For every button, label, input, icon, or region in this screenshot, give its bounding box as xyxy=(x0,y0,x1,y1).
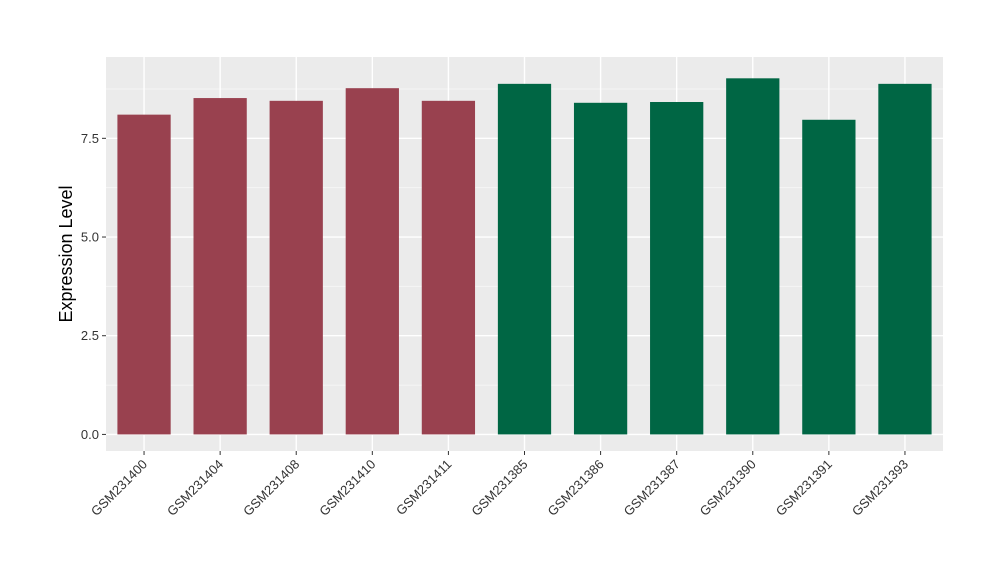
y-axis: 0.0 2.5 5.0 7.5 xyxy=(81,131,106,442)
y-axis-title: Expression Level xyxy=(56,185,76,322)
bar-GSM231385 xyxy=(497,83,552,435)
bar-GSM231387 xyxy=(650,102,704,435)
bars xyxy=(117,78,932,435)
y-tick-label: 0.0 xyxy=(81,427,99,442)
bar-GSM231390 xyxy=(726,78,780,435)
y-tick-label: 5.0 xyxy=(81,230,99,245)
bar-GSM231386 xyxy=(573,102,628,435)
bar-GSM231391 xyxy=(802,119,856,435)
bar-GSM231393 xyxy=(878,83,932,435)
bar-GSM231404 xyxy=(193,98,247,435)
bar-GSM231411 xyxy=(421,100,476,435)
bar-GSM231410 xyxy=(345,88,399,435)
bar-GSM231400 xyxy=(117,114,171,435)
y-tick-label: 2.5 xyxy=(81,328,99,343)
bar-GSM231408 xyxy=(269,100,323,435)
y-tick-label: 7.5 xyxy=(81,131,99,146)
